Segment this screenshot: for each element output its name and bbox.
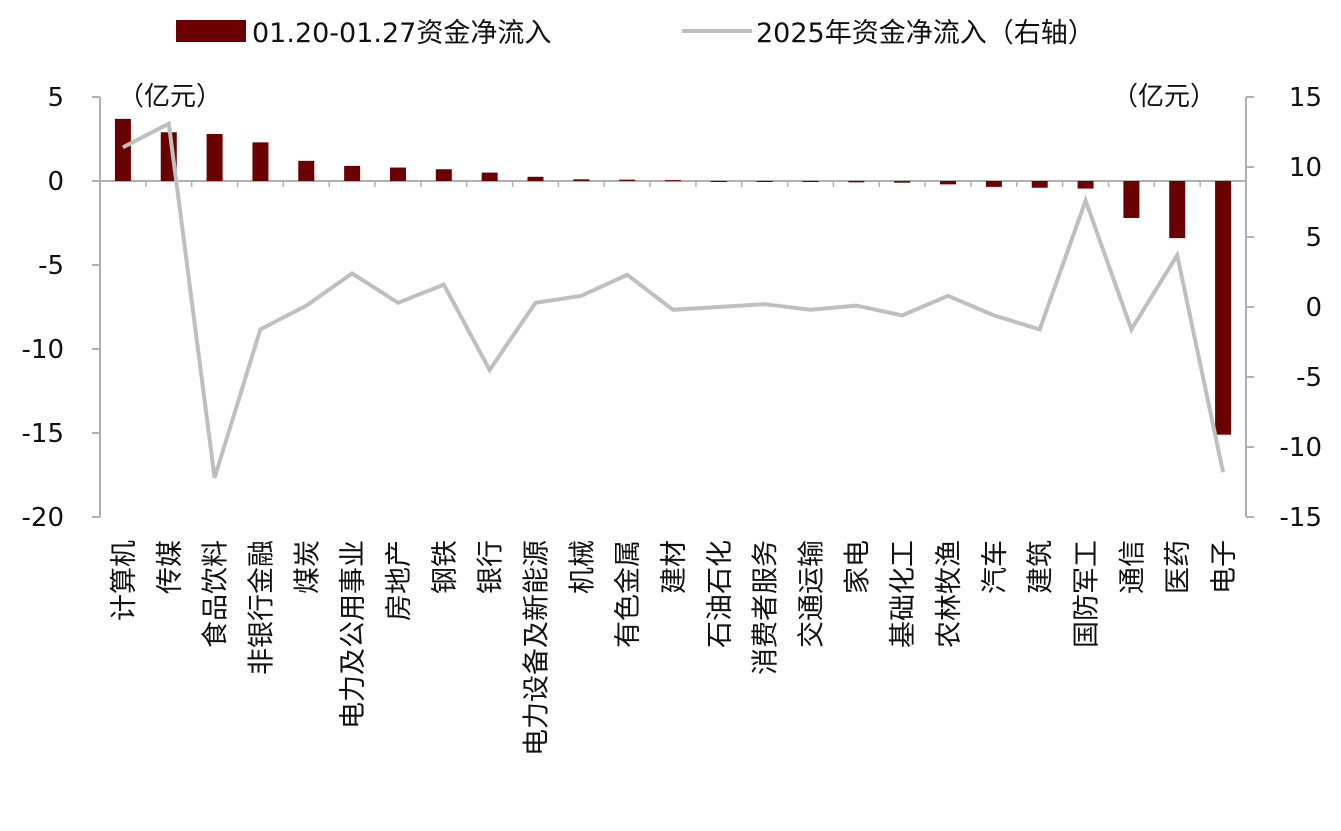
category-label: 电子 [1209, 540, 1240, 594]
category-label: 煤炭 [292, 540, 323, 594]
bar-20 [985, 181, 1002, 187]
line-series [121, 120, 1226, 479]
bar-16 [802, 181, 819, 182]
bar-19 [940, 181, 957, 185]
category-label: 交通运输 [797, 540, 828, 648]
category-label: 食品饮料 [201, 540, 232, 648]
bar-series [114, 118, 1232, 435]
right-tick-label: -15 [1280, 503, 1322, 533]
bar-14 [710, 181, 727, 182]
right-tick-label: 0 [1305, 293, 1322, 323]
bar-9 [481, 172, 498, 181]
left-axis-unit: （亿元） [118, 82, 222, 112]
bar-12 [619, 179, 636, 181]
category-label: 建筑 [1026, 540, 1057, 594]
bar-25 [1215, 181, 1232, 435]
left-tick-label: -20 [22, 503, 64, 533]
category-label: 有色金属 [613, 540, 644, 648]
bar-22 [1077, 181, 1094, 189]
category-label: 房地产 [384, 540, 415, 621]
left-tick-label: -10 [22, 335, 64, 365]
bar-11 [573, 179, 590, 181]
bar-7 [389, 167, 406, 181]
left-tick-label: 5 [47, 83, 64, 113]
category-label: 电力及公用事业 [338, 540, 369, 729]
right-axis-ticks: 15 10 5 0 -5 -10 -15 [1246, 83, 1322, 533]
bar-21 [1031, 181, 1048, 188]
category-label: 石油石化 [705, 540, 736, 648]
bar-5 [298, 160, 315, 181]
bar-3 [206, 133, 223, 181]
bar-18 [894, 181, 911, 183]
bar-15 [756, 181, 773, 182]
category-label: 通信 [1117, 540, 1148, 594]
right-tick-label: 10 [1289, 153, 1322, 183]
category-label: 国防军工 [1072, 540, 1103, 648]
category-label: 基础化工 [888, 540, 919, 648]
left-tick-label: -5 [38, 251, 64, 281]
category-label: 电力设备及新能源 [521, 540, 552, 756]
category-label: 农林牧渔 [934, 540, 965, 648]
bar-4 [252, 142, 269, 181]
right-tick-label: 5 [1305, 223, 1322, 253]
legend-label-line: 2025年资金净流入（右轴） [756, 18, 1095, 49]
left-tick-label: 0 [47, 167, 64, 197]
bar-8 [435, 169, 452, 181]
right-tick-label: -5 [1296, 363, 1322, 393]
legend: 01.20-01.27资金净流入 2025年资金净流入（右轴） [176, 18, 1095, 49]
right-tick-label: 15 [1289, 83, 1322, 113]
category-label: 钢铁 [430, 540, 461, 594]
category-label: 机械 [567, 540, 598, 594]
category-label: 建材 [659, 540, 690, 594]
legend-swatch-bar [176, 20, 246, 42]
category-label: 汽车 [980, 540, 1011, 594]
left-tick-label: -15 [22, 419, 64, 449]
left-axis-ticks: 5 0 -5 -10 -15 -20 [22, 83, 100, 533]
line-series-path [121, 120, 1226, 479]
category-label: 传媒 [155, 540, 186, 594]
right-tick-label: -10 [1280, 433, 1322, 463]
category-label: 银行 [476, 540, 507, 594]
right-axis-unit: （亿元） [1112, 82, 1216, 112]
bar-17 [848, 181, 865, 183]
category-label: 消费者服务 [751, 540, 782, 675]
category-label: 医药 [1163, 540, 1194, 594]
category-labels: 计算机 传媒 食品饮料 非银行金融 煤炭 电力及公用事业 房地产 钢铁 银行 电力设备及新能源 机械… [99, 181, 1247, 756]
category-label: 家电 [842, 540, 873, 594]
category-label: 非银行金融 [246, 540, 277, 675]
legend-label-bar: 01.20-01.27资金净流入 [252, 18, 551, 49]
bar-24 [1169, 181, 1186, 239]
bar-10 [527, 176, 544, 181]
category-label: 计算机 [109, 540, 140, 621]
bar-1 [114, 118, 131, 181]
bar-23 [1123, 181, 1140, 218]
bar-6 [344, 165, 361, 181]
bar-13 [665, 180, 681, 182]
